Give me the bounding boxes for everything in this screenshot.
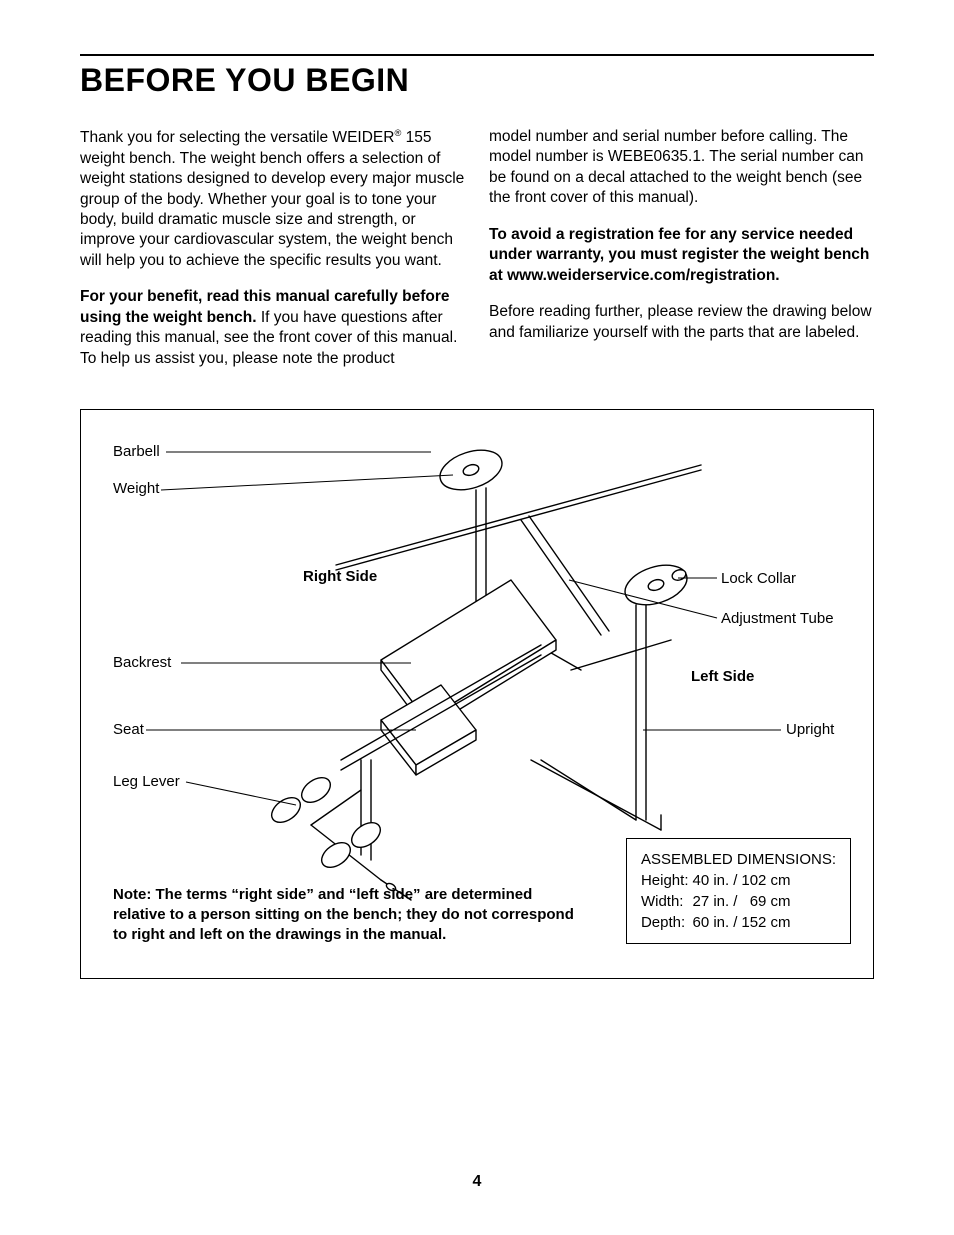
dim-cm: 152 cm xyxy=(741,912,794,933)
label-barbell: Barbell xyxy=(113,443,160,460)
paragraph-4: To avoid a registration fee for any serv… xyxy=(489,225,874,286)
dim-slash: / xyxy=(733,891,741,912)
label-lock-collar: Lock Collar xyxy=(721,570,796,587)
label-backrest: Backrest xyxy=(113,654,171,671)
body-columns: Thank you for selecting the versatile WE… xyxy=(80,127,874,385)
dim-slash: / xyxy=(733,870,741,891)
dim-label: Height: xyxy=(641,870,693,891)
paragraph-3: model number and serial number before ca… xyxy=(489,127,874,209)
dimensions-title: ASSEMBLED DIMENSIONS: xyxy=(641,849,836,870)
table-row: Width: 27 in. / 69 cm xyxy=(641,891,795,912)
dim-cm: 69 cm xyxy=(741,891,794,912)
p1-a: Thank you for selecting the versatile WE… xyxy=(80,129,394,146)
label-weight: Weight xyxy=(113,480,159,497)
dim-in: 27 in. xyxy=(692,891,733,912)
dim-cm: 102 cm xyxy=(741,870,794,891)
dim-label: Width: xyxy=(641,891,693,912)
dim-label: Depth: xyxy=(641,912,693,933)
page-title: BEFORE YOU BEGIN xyxy=(80,62,874,99)
label-adjustment-tube: Adjustment Tube xyxy=(721,610,834,627)
page-number: 4 xyxy=(0,1173,954,1191)
label-upright: Upright xyxy=(786,721,834,738)
label-leg-lever: Leg Lever xyxy=(113,773,180,790)
dimensions-box: ASSEMBLED DIMENSIONS: Height: 40 in. / 1… xyxy=(626,838,851,944)
dim-in: 40 in. xyxy=(692,870,733,891)
figure-box: Barbell Weight Right Side Backrest Seat … xyxy=(80,409,874,979)
table-row: Height: 40 in. / 102 cm xyxy=(641,870,795,891)
label-left-side: Left Side xyxy=(691,668,754,685)
column-left: Thank you for selecting the versatile WE… xyxy=(80,127,465,385)
dimensions-table: Height: 40 in. / 102 cm Width: 27 in. / … xyxy=(641,870,795,933)
paragraph-1: Thank you for selecting the versatile WE… xyxy=(80,127,465,271)
p1-b: 155 weight bench. The weight bench offer… xyxy=(80,129,464,269)
dim-in: 60 in. xyxy=(692,912,733,933)
table-row: Depth: 60 in. / 152 cm xyxy=(641,912,795,933)
top-rule xyxy=(80,54,874,56)
diagram-note: Note: The terms “right side” and “left s… xyxy=(113,885,583,944)
column-right: model number and serial number before ca… xyxy=(489,127,874,385)
paragraph-5: Before reading further, please review th… xyxy=(489,302,874,343)
paragraph-2: For your benefit, read this manual caref… xyxy=(80,287,465,369)
label-right-side: Right Side xyxy=(303,568,377,585)
dim-slash: / xyxy=(733,912,741,933)
label-seat: Seat xyxy=(113,721,144,738)
